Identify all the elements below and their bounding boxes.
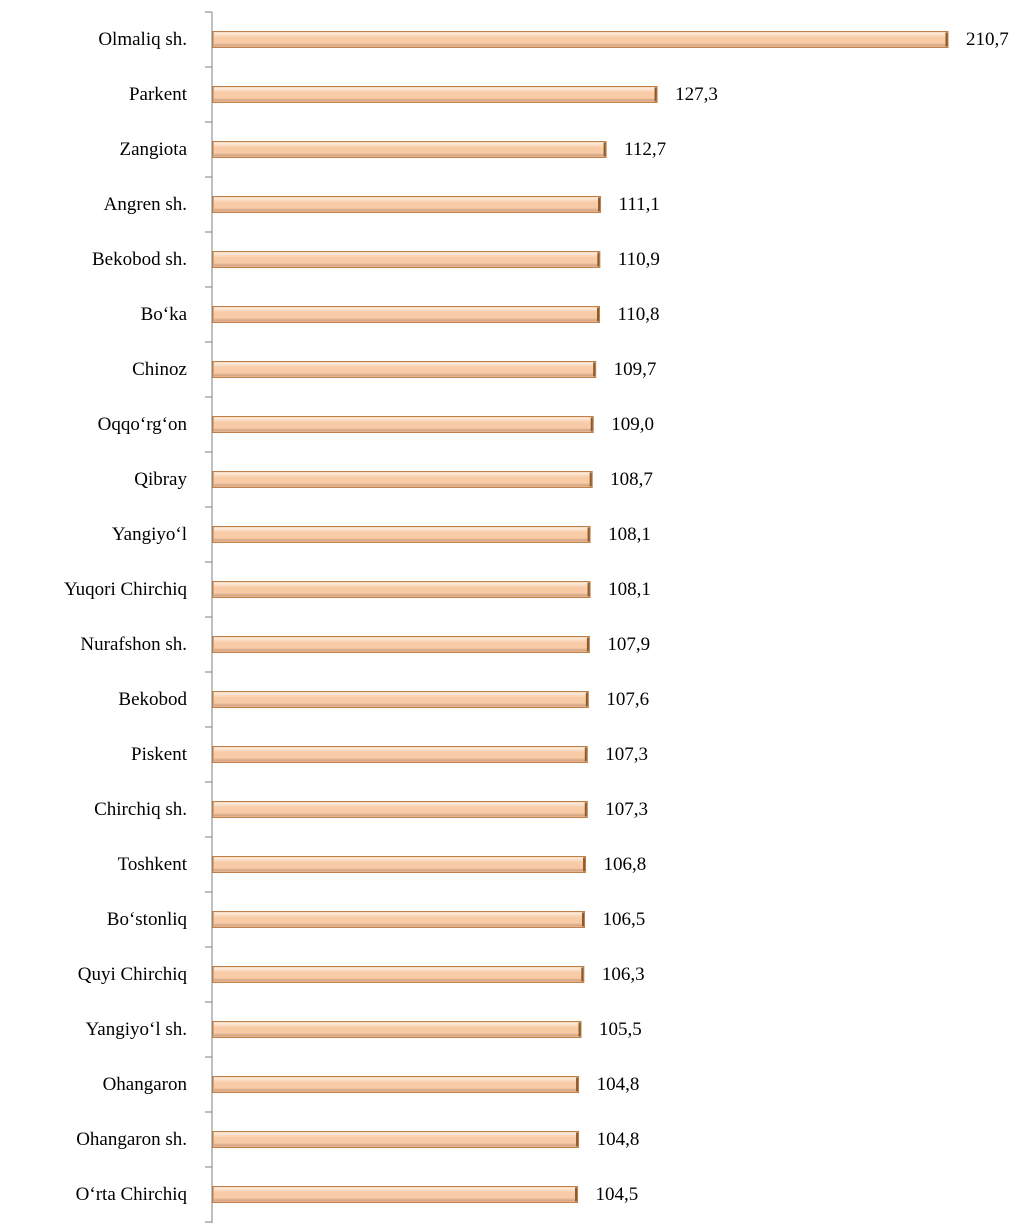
value-label: 108,7 — [610, 469, 653, 490]
bar-bevel — [214, 637, 589, 652]
bar-bevel — [214, 1132, 578, 1147]
value-label: 110,9 — [618, 249, 660, 270]
category-label: Angren sh. — [104, 194, 187, 215]
category-label: Parkent — [129, 84, 188, 105]
bar-bevel — [214, 307, 599, 322]
bar-bevel — [214, 252, 599, 267]
bar-bevel — [214, 692, 588, 707]
value-label: 107,9 — [607, 634, 650, 655]
value-label: 127,3 — [675, 84, 718, 105]
category-label: Chinoz — [132, 359, 187, 380]
value-label: 210,7 — [966, 29, 1009, 50]
bar-bevel — [214, 857, 585, 872]
category-label: Ohangaron sh. — [76, 1129, 187, 1150]
bar-bevel — [214, 1022, 581, 1037]
category-label: Olmaliq sh. — [98, 29, 187, 50]
value-label: 106,8 — [604, 854, 647, 875]
value-label: 108,1 — [608, 524, 651, 545]
category-label: Yuqori Chirchiq — [64, 579, 187, 600]
category-label: Ohangaron — [103, 1074, 188, 1095]
bar-bevel — [214, 1187, 577, 1202]
value-label: 104,8 — [597, 1129, 640, 1150]
value-label: 109,0 — [611, 414, 654, 435]
value-label: 106,3 — [602, 964, 645, 985]
category-label: Oqqo‘rg‘on — [98, 414, 188, 435]
value-label: 107,6 — [606, 689, 649, 710]
category-label: Qibray — [134, 469, 187, 490]
value-label: 106,5 — [603, 909, 646, 930]
value-label: 110,8 — [618, 304, 660, 325]
bar-bevel — [214, 802, 587, 817]
bar-bevel — [214, 32, 947, 47]
category-label: Toshkent — [118, 854, 188, 875]
bar-bevel — [214, 527, 590, 542]
category-label: Yangiyo‘l sh. — [85, 1019, 187, 1040]
value-label: 109,7 — [614, 359, 657, 380]
bar-bevel — [214, 472, 592, 487]
category-label: Chirchiq sh. — [94, 799, 187, 820]
category-label: Zangiota — [119, 139, 187, 160]
category-label: Yangiyo‘l — [112, 524, 187, 545]
value-label: 107,3 — [605, 799, 648, 820]
bar-bevel — [214, 1077, 578, 1092]
bar-bevel — [214, 362, 595, 377]
category-label: O‘rta Chirchiq — [76, 1184, 188, 1205]
value-label: 111,1 — [619, 194, 660, 215]
value-label: 105,5 — [599, 1019, 642, 1040]
category-label: Quyi Chirchiq — [78, 964, 188, 985]
category-label: Bekobod — [118, 689, 187, 710]
bar-bevel — [214, 87, 657, 102]
bar-bevel — [214, 747, 587, 762]
value-label: 112,7 — [624, 139, 666, 160]
value-label: 104,5 — [596, 1184, 639, 1205]
category-label: Bo‘ka — [141, 304, 188, 325]
bar-bevel — [214, 142, 606, 157]
bar-bevel — [214, 197, 600, 212]
value-label: 107,3 — [605, 744, 648, 765]
category-label: Nurafshon sh. — [80, 634, 187, 655]
category-label: Piskent — [131, 744, 188, 765]
bar-bevel — [214, 967, 583, 982]
category-label: Bekobod sh. — [92, 249, 187, 270]
value-label: 104,8 — [597, 1074, 640, 1095]
bar-bevel — [214, 912, 584, 927]
bar-bevel — [214, 582, 590, 597]
bar-bevel — [214, 417, 593, 432]
value-label: 108,1 — [608, 579, 651, 600]
category-label: Bo‘stonliq — [107, 909, 188, 930]
